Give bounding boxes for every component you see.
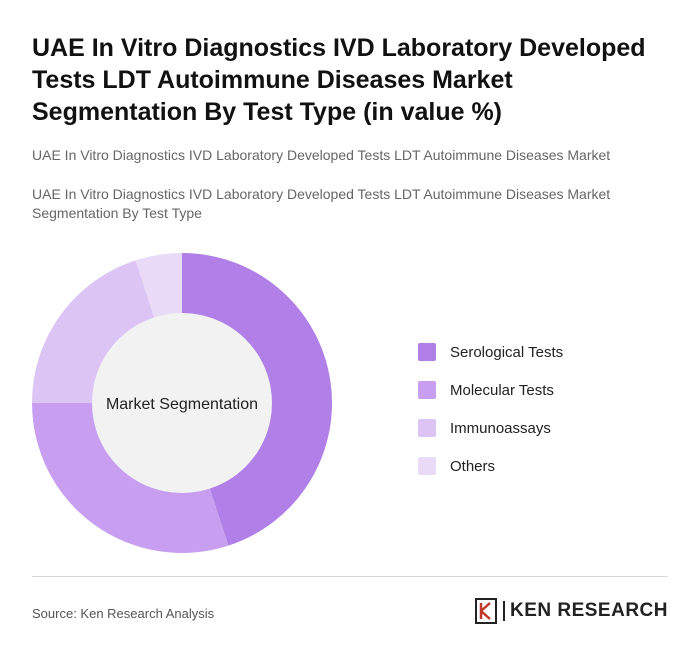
chart-legend: Serological Tests Molecular Tests Immunoas… [418, 333, 563, 485]
donut-hole [92, 313, 272, 493]
source-note: Source: Ken Research Analysis [32, 606, 215, 621]
brand-logo: KEN RESEARCH [474, 598, 668, 624]
chart-title: UAE In Vitro Diagnostics IVD Laboratory … [32, 34, 646, 126]
legend-label: Molecular Tests [450, 381, 554, 399]
brand-separator [502, 601, 505, 621]
chart-subtitle-market: UAE In Vitro Diagnostics IVD Laboratory … [32, 147, 611, 163]
legend-label: Others [450, 457, 496, 475]
legend-item-immunoassays: Immunoassays [418, 409, 563, 447]
legend-item-others: Others [418, 447, 563, 485]
legend-label: Serological Tests [450, 343, 564, 361]
chart-subtitle-segmentation: UAE In Vitro Diagnostics IVD Laboratory … [32, 186, 611, 221]
legend-item-molecular-tests: Molecular Tests [418, 371, 563, 409]
chart-area: Market Segmentation Serological Tests Mol… [0, 240, 700, 560]
brand-name: KEN RESEARCH [509, 600, 668, 621]
footer-divider [32, 576, 668, 577]
donut-center-label: Market Segmentation [106, 396, 258, 413]
legend-swatch [418, 419, 436, 437]
legend-item-serological-tests: Serological Tests [418, 333, 563, 371]
legend-label: Immunoassays [450, 419, 551, 437]
legend-swatch [418, 457, 436, 475]
ken-research-logo-icon [474, 598, 497, 624]
donut-chart: Market Segmentation [32, 253, 333, 553]
legend-swatch [418, 381, 436, 399]
legend-swatch [418, 343, 436, 361]
